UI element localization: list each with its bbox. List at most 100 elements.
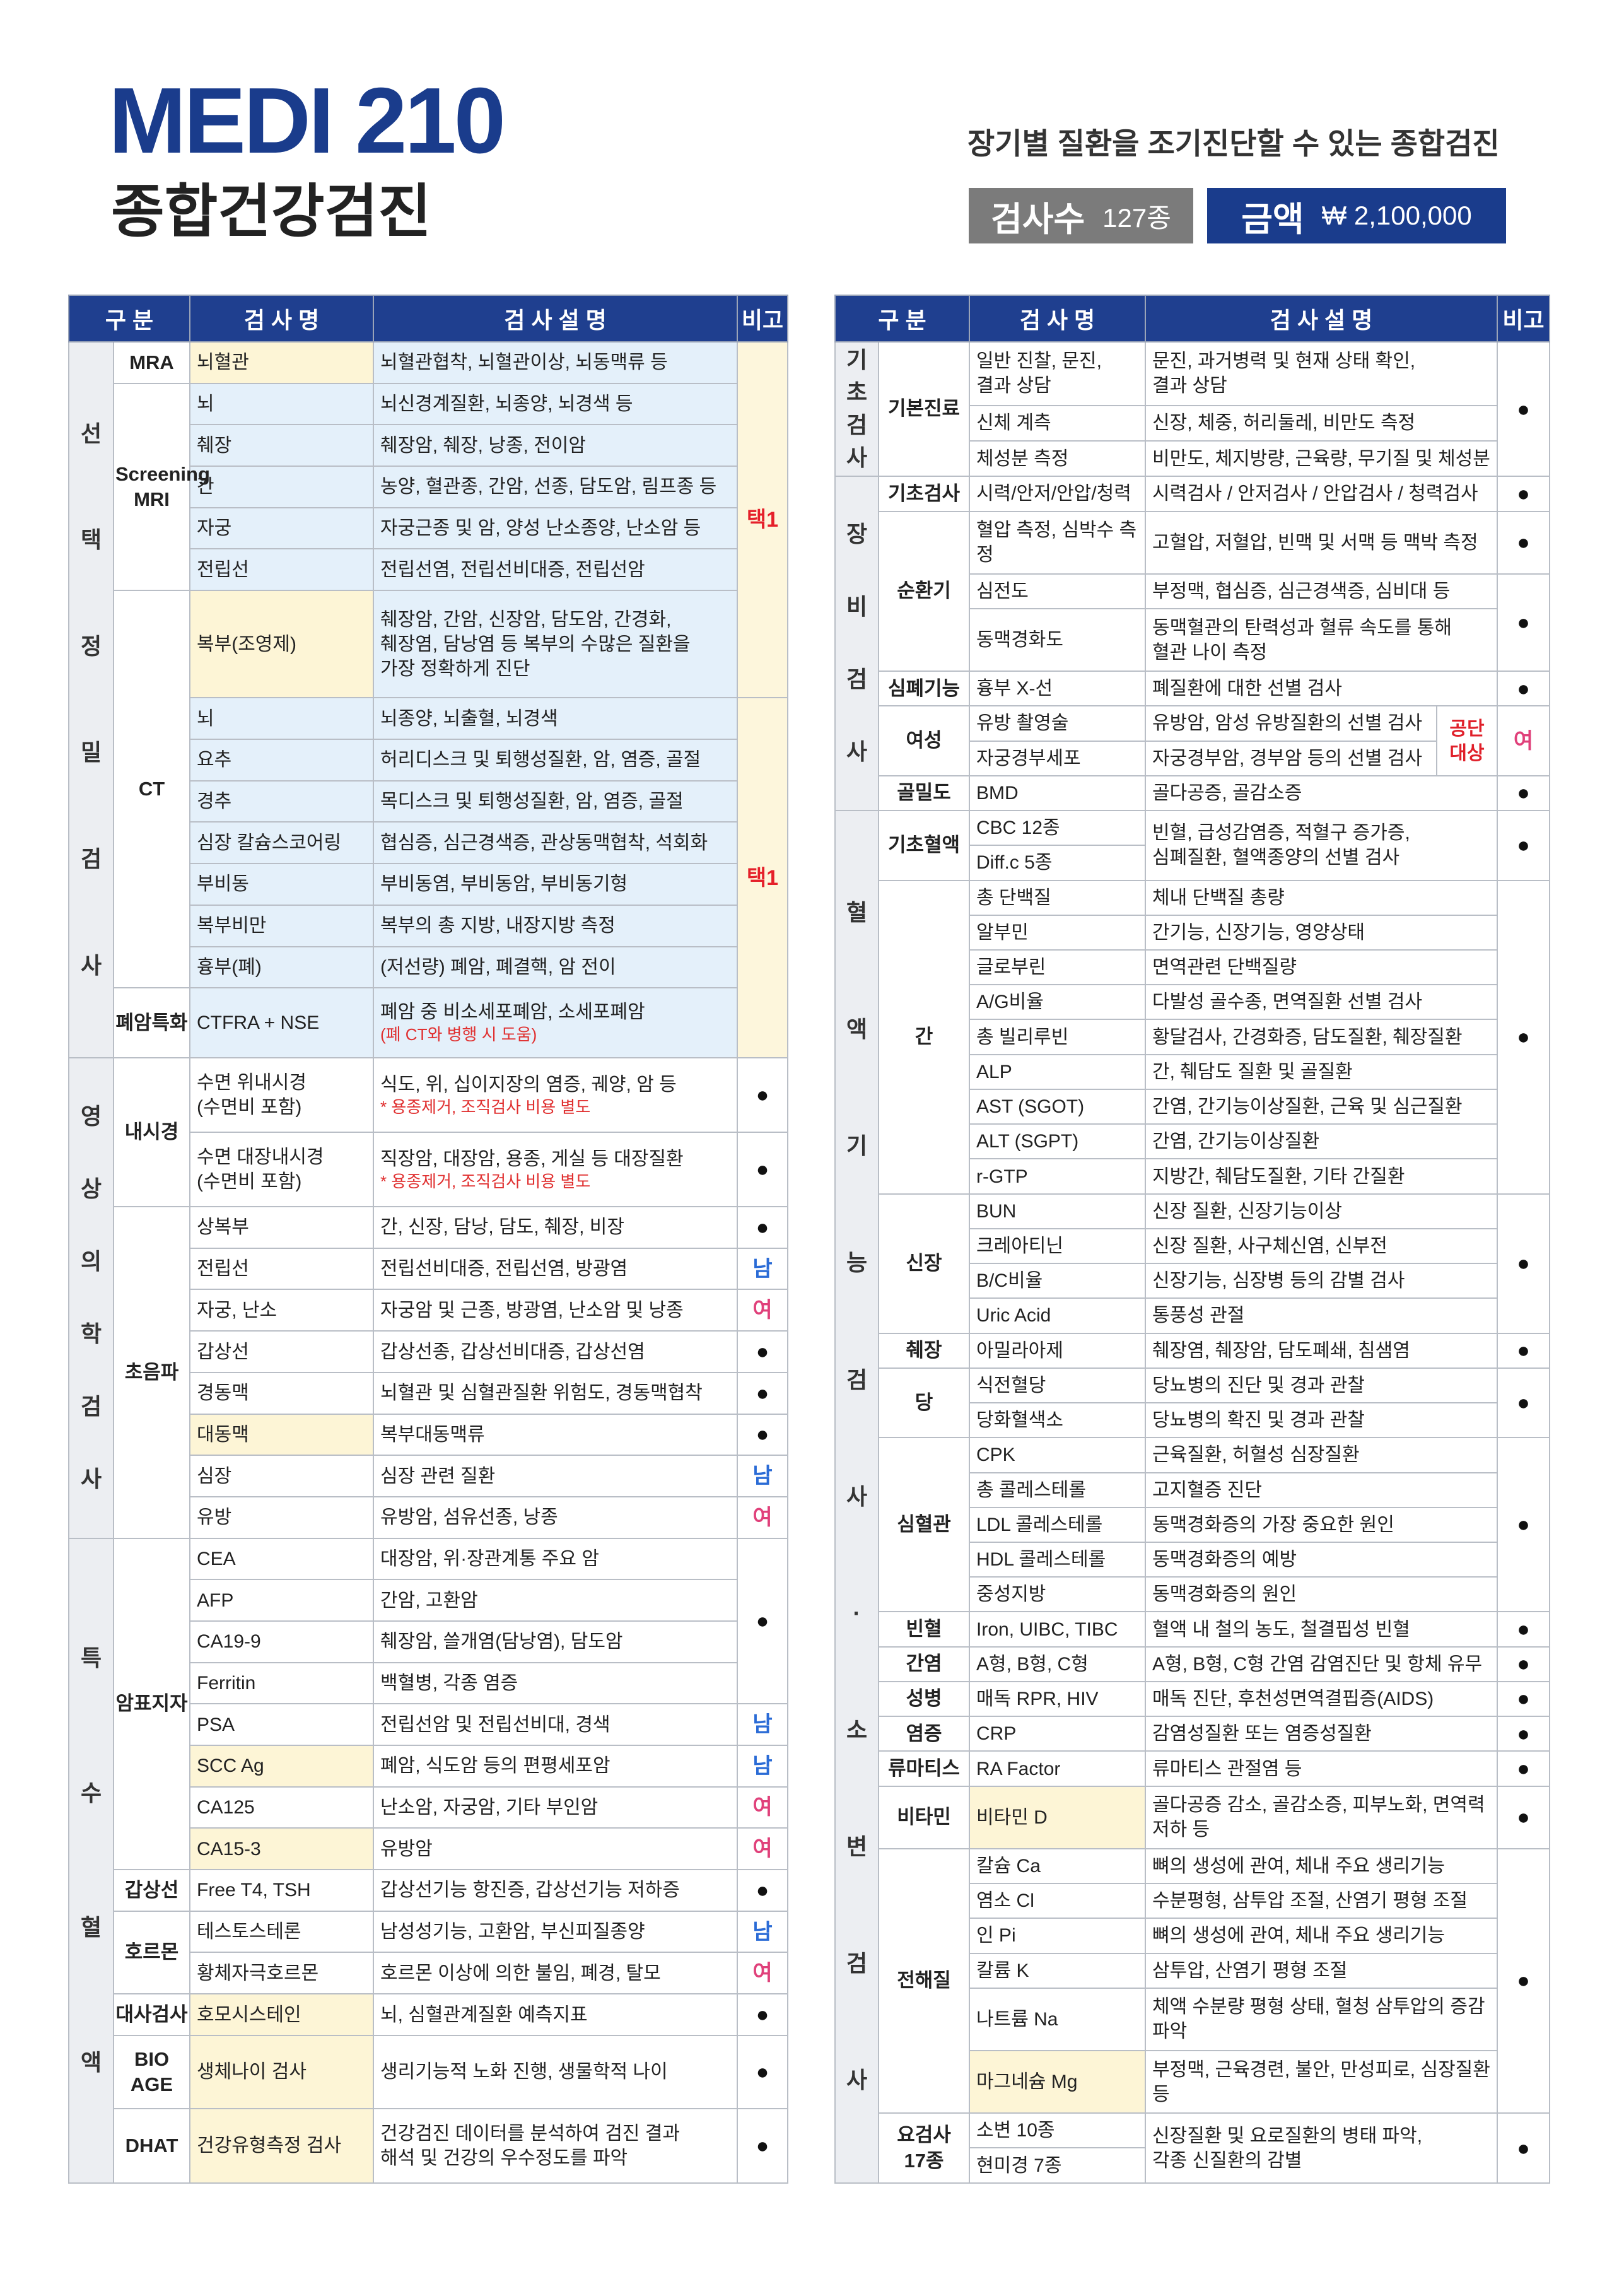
- title: MEDI 210: [108, 69, 506, 173]
- table-row: 심혈관 CPK 근육질환, 허혈성 심장질환 ●: [835, 1437, 1550, 1613]
- test-description: 뇌종양, 뇌출혈, 뇌경색: [373, 697, 738, 741]
- note: ●: [1497, 670, 1550, 707]
- test-description: 식도, 위, 십이지장의 염증, 궤양, 암 등 * 용종제거, 조직검사 비용 …: [373, 1057, 738, 1133]
- test-name: r-GTP: [969, 1158, 1146, 1195]
- note: ●: [737, 1057, 788, 1133]
- test-description: 폐질환에 대한 선별 검사: [1145, 670, 1498, 707]
- test-name: 복부비만: [189, 904, 374, 947]
- description-text: 자궁암 및 근종, 방광염, 난소암 및 낭종: [380, 1299, 684, 1321]
- group-label: 심폐기능: [878, 670, 970, 707]
- table-row: LDL 콜레스테롤 동맥경화증의 가장 중요한 원인: [835, 1506, 1550, 1543]
- description-text: 다발성 골수종, 면역질환 선별 검사: [1152, 992, 1423, 1013]
- table-row: 심전도 부정맥, 협심증, 심근경색증, 심비대 등 ●: [835, 573, 1550, 672]
- table-row: 초음파 상복부 간, 신장, 담낭, 담도, 췌장, 비장 ●: [69, 1206, 788, 1539]
- test-description: 뇌혈관 및 심혈관질환 위험도, 경동맥협착: [373, 1371, 738, 1415]
- test-name: 경동맥: [189, 1371, 374, 1415]
- description-text: 뇌신경계질환, 뇌종양, 뇌경색 등: [380, 394, 633, 415]
- table-row: 뇌 뇌종양, 뇌출혈, 뇌경색 택1: [69, 697, 788, 1059]
- description-text: 식도, 위, 십이지장의 염증, 궤양, 암 등: [380, 1074, 677, 1095]
- test-name: 상복부: [189, 1206, 374, 1249]
- description-text: 폐암, 식도암 등의 편평세포암: [380, 1755, 610, 1777]
- description-text: 췌장암, 췌장, 낭종, 전이암: [380, 435, 587, 456]
- group-label: 순환기: [878, 510, 970, 672]
- group-label: 골밀도: [878, 775, 970, 812]
- test-description: 신장 질환, 사구체신염, 신부전: [1145, 1227, 1498, 1265]
- group-label: 간: [878, 879, 970, 1195]
- test-name: 현미경 7종: [969, 2147, 1146, 2184]
- count-badge: 검사수 127종: [969, 188, 1193, 243]
- test-description: 전립선비대증, 전립선염, 방광염: [373, 1247, 738, 1291]
- group-label: 간염: [878, 1646, 970, 1682]
- table-row: 폐암특화 CTFRA + NSE 폐암 중 비소세포폐암, 소세포폐암 (폐 CT와 …: [69, 987, 788, 1059]
- test-description: 지방간, 췌담도질환, 기타 간질환: [1145, 1158, 1498, 1195]
- test-name: 뇌: [189, 382, 374, 426]
- test-name: CA125: [189, 1786, 374, 1829]
- test-name: HDL 콜레스테롤: [969, 1541, 1146, 1578]
- test-description: 뇌신경계질환, 뇌종양, 뇌경색 등: [373, 382, 738, 426]
- table-row: 심장 심장 관련 질환 남: [69, 1455, 788, 1497]
- note: 여: [1497, 705, 1550, 776]
- group-label: 암표지자: [113, 1537, 190, 1871]
- description-text: 췌장염, 췌장암, 담도폐쇄, 침샘염: [1152, 1340, 1410, 1361]
- table-row: 염소 Cl 수분평형, 삼투압 조절, 산염기 평형 조절: [835, 1883, 1550, 1919]
- note: ●: [1497, 1847, 1550, 2114]
- group-label: 당: [878, 1367, 970, 1439]
- test-description: 고혈압, 저혈압, 빈맥 및 서맥 등 맥박 측정: [1145, 510, 1498, 575]
- test-description: 목디스크 및 퇴행성질환, 암, 염증, 골절: [373, 780, 738, 823]
- test-description: 전립선암 및 전립선비대, 경색: [373, 1703, 738, 1747]
- group-label: CT: [113, 590, 190, 989]
- description-text: 간염, 간기능이상질환, 근육 및 심근질환: [1152, 1096, 1463, 1118]
- test-description: 자궁근종 및 암, 양성 난소종양, 난소암 등: [373, 507, 738, 550]
- test-description: 호르몬 이상에 의한 불임, 폐경, 탈모: [373, 1952, 738, 1995]
- group-label: 기초혈액: [878, 810, 970, 881]
- test-description: 통풍성 관절: [1145, 1297, 1498, 1334]
- test-description: 간기능, 신장기능, 영양상태: [1145, 914, 1498, 951]
- description-text: 협심증, 심근경색증, 관상동맥협착, 석회화: [380, 832, 708, 853]
- group-label: 대사검사: [113, 1993, 190, 2036]
- note: ●: [1497, 775, 1550, 812]
- test-name: 매독 RPR, HIV: [969, 1680, 1146, 1718]
- table-row: 갑상선 갑상선종, 갑상선비대증, 갑상선염 ●: [69, 1330, 788, 1373]
- description-note: * 용종제거, 조직검사 비용 별도: [380, 1171, 591, 1191]
- test-name: CEA: [189, 1537, 374, 1581]
- group-label: 기초검사: [878, 476, 970, 512]
- group-label: 성병: [878, 1680, 970, 1718]
- note: ●: [737, 1371, 788, 1415]
- note: 남: [737, 1745, 788, 1788]
- table-row: 신장 BUN 신장 질환, 신장기능이상 ●: [835, 1193, 1550, 1334]
- note: ●: [1497, 879, 1550, 1195]
- group-label: 빈혈: [878, 1611, 970, 1648]
- test-description: 다발성 골수종, 면역질환 선별 검사: [1145, 984, 1498, 1021]
- description-text: 신장, 체중, 허리둘레, 비만도 측정: [1152, 413, 1416, 434]
- test-description: 뇌혈관협착, 뇌혈관이상, 뇌동맥류 등: [373, 341, 738, 384]
- description-text: 동맥경화증의 예방: [1152, 1549, 1297, 1571]
- table-row: 총 빌리루빈 황달검사, 간경화증, 담도질환, 췌장질환: [835, 1019, 1550, 1055]
- test-description: 자궁암 및 근종, 방광염, 난소암 및 낭종: [373, 1289, 738, 1332]
- test-name: 소변 10종: [969, 2112, 1146, 2149]
- test-name: 자궁, 난소: [189, 1289, 374, 1332]
- note: 여: [737, 1786, 788, 1829]
- description-text: 수분평형, 삼투압 조절, 산염기 평형 조절: [1152, 1890, 1468, 1912]
- table-row: 자궁 자궁근종 및 암, 양성 난소종양, 난소암 등: [69, 507, 788, 550]
- test-name: 부비동: [189, 863, 374, 906]
- test-description: 동맥혈관의 탄력성과 혈류 속도를 통해 혈관 나이 측정: [1145, 607, 1498, 672]
- group-label: MRA: [113, 341, 190, 384]
- test-description: 신장 질환, 신장기능이상: [1145, 1193, 1498, 1229]
- table-row: 대사검사 호모시스테인 뇌, 심혈관계질환 예측지표 ●: [69, 1993, 788, 2036]
- description-text: (저선량) 폐암, 폐결핵, 암 전이: [380, 956, 616, 978]
- description-text: A형, B형, C형 간염 감염진단 및 항체 유무: [1152, 1653, 1483, 1675]
- test-name: Iron, UIBC, TIBC: [969, 1611, 1146, 1648]
- description-text: 간, 신장, 담낭, 담도, 췌장, 비장: [380, 1217, 624, 1238]
- description-text: 허리디스크 및 퇴행성질환, 암, 염증, 골절: [380, 749, 701, 771]
- test-name: 심전도: [969, 573, 1146, 609]
- test-name: 요추: [189, 739, 374, 782]
- test-description: 남성성기능, 고환암, 부신피질종양: [373, 1910, 738, 1953]
- description-text: 뇌, 심혈관계질환 예측지표: [380, 2004, 588, 2025]
- test-description: 혈액 내 철의 농도, 철결핍성 빈혈: [1145, 1611, 1498, 1648]
- test-name: RA Factor: [969, 1750, 1146, 1787]
- test-name: 뇌: [189, 697, 374, 741]
- description-text: 부정맥, 근육경련, 불안, 만성피로, 심장질환 등: [1152, 2059, 1490, 2105]
- test-description: 협심증, 심근경색증, 관상동맥협착, 석회화: [373, 821, 738, 865]
